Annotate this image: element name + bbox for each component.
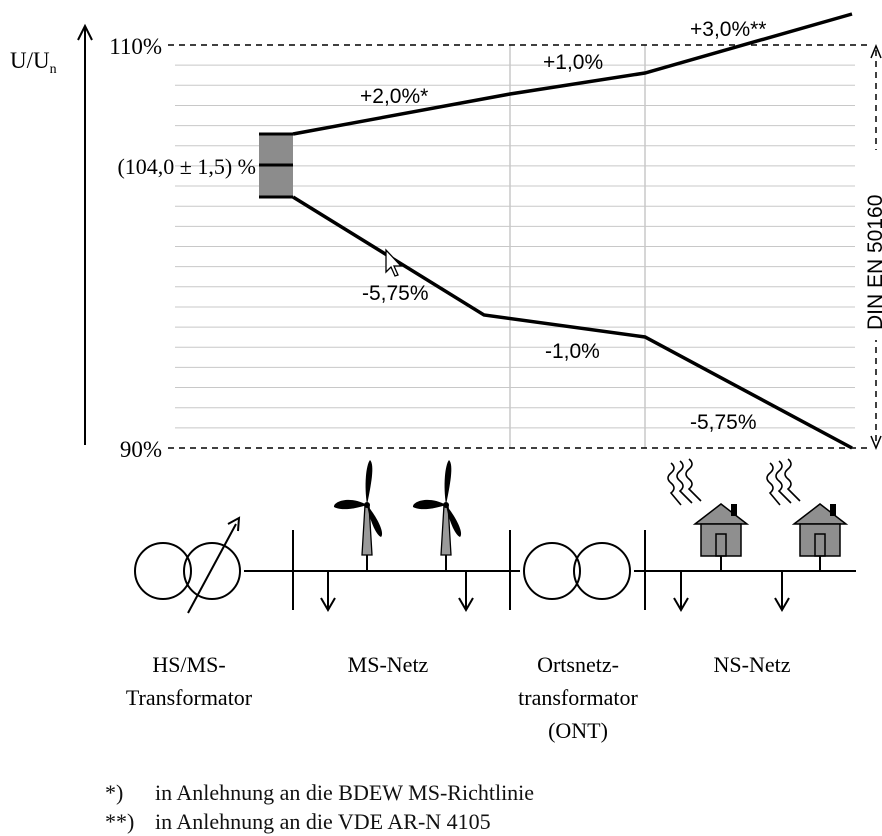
section-caption-msnetz: MS-Netz bbox=[348, 652, 429, 677]
wind-turbine-icon bbox=[412, 460, 462, 571]
svg-text:(ONT): (ONT) bbox=[548, 718, 608, 743]
din-arrow-up-icon bbox=[870, 44, 882, 59]
load-arrow-icon bbox=[320, 571, 336, 612]
y-axis-label: U/Un bbox=[10, 48, 57, 77]
footnote-text: in Anlehnung an die BDEW MS-Richtlinie bbox=[155, 780, 535, 805]
section-caption-hsms: HS/MS- Transformator bbox=[126, 652, 253, 710]
din-label: DIN EN 50160 bbox=[864, 195, 882, 330]
svg-text:NS-Netz: NS-Netz bbox=[714, 652, 791, 677]
upper-label-ns: +3,0%** bbox=[690, 18, 766, 41]
footnote-mark: **) bbox=[105, 809, 135, 834]
footnotes: *) in Anlehnung an die BDEW MS-Richtlini… bbox=[105, 778, 534, 836]
mouse-cursor-icon bbox=[385, 248, 403, 277]
load-arrow-icon bbox=[673, 571, 689, 612]
regulation-band-label: (104,0 ± 1,5) % bbox=[117, 154, 256, 179]
y-min-label: 90% bbox=[120, 437, 162, 462]
footnote: **) in Anlehnung an die VDE AR-N 4105 bbox=[105, 807, 534, 836]
grid-lines bbox=[175, 64, 855, 429]
heat-wave-icon bbox=[766, 458, 801, 506]
section-caption-nsnetz: NS-Netz bbox=[714, 652, 791, 677]
heat-wave-icon bbox=[667, 458, 702, 506]
load-arrow-icon bbox=[458, 571, 474, 612]
load-arrow-icon bbox=[774, 571, 790, 612]
svg-text:HS/MS-: HS/MS- bbox=[152, 652, 225, 677]
house-icon bbox=[791, 503, 849, 571]
upper-voltage-curve bbox=[292, 12, 853, 136]
lower-label-ms: -5,75% bbox=[362, 282, 429, 305]
upper-label-ms: +2,0%* bbox=[360, 85, 428, 108]
svg-text:transformator: transformator bbox=[518, 685, 638, 710]
transformer-icon bbox=[523, 542, 631, 600]
lower-label-ns: -5,75% bbox=[690, 411, 757, 434]
svg-text:Transformator: Transformator bbox=[126, 685, 253, 710]
y-axis-label-subscript: n bbox=[50, 62, 57, 77]
transformer-icon bbox=[134, 516, 241, 614]
section-caption-ont: Ortsnetz- transformator (ONT) bbox=[518, 652, 638, 743]
svg-text:MS-Netz: MS-Netz bbox=[348, 652, 429, 677]
house-icon bbox=[692, 503, 750, 571]
svg-text:Ortsnetz-: Ortsnetz- bbox=[537, 652, 619, 677]
footnote: *) in Anlehnung an die BDEW MS-Richtlini… bbox=[105, 778, 534, 807]
lower-voltage-curve bbox=[292, 195, 853, 450]
y-axis-arrow-icon bbox=[77, 23, 93, 41]
footnote-mark: *) bbox=[105, 780, 124, 805]
din-arrow-down-icon bbox=[870, 435, 882, 450]
y-max-label: 110% bbox=[109, 34, 162, 59]
lower-label-ont: -1,0% bbox=[545, 340, 600, 363]
upper-label-ont: +1,0% bbox=[543, 51, 603, 74]
wind-turbine-icon bbox=[333, 460, 383, 571]
footnote-text: in Anlehnung an die VDE AR-N 4105 bbox=[155, 809, 491, 834]
